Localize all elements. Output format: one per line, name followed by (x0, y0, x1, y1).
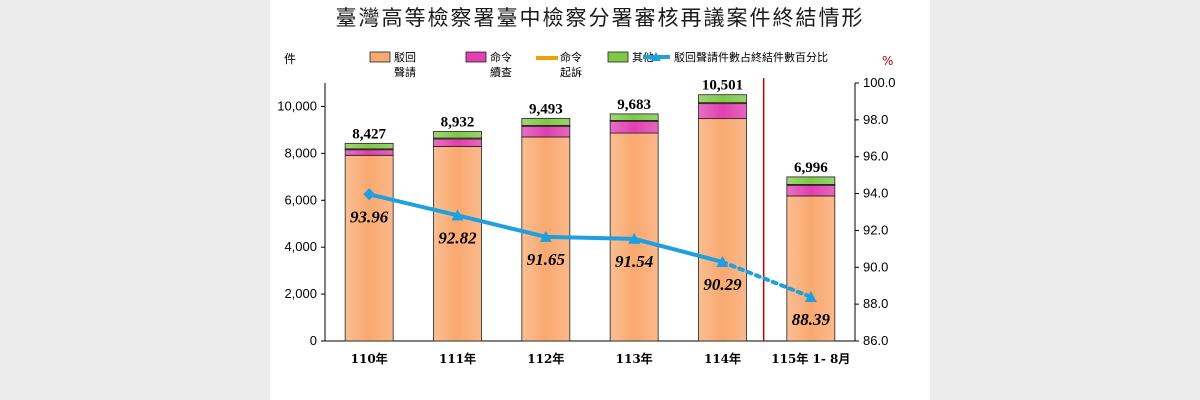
percent-point (804, 290, 817, 302)
bar-segment-1 (698, 118, 747, 342)
bar-total-label: 8,427 (352, 126, 386, 142)
right-tick-label: 100.0 (863, 75, 896, 90)
legend-line-marker (651, 52, 661, 61)
legend-label-line1: 命令 (490, 50, 512, 64)
bar-segment-4 (786, 176, 836, 185)
bar-total-label: 9,683 (617, 97, 651, 113)
chart-title: 臺灣高等檢察署臺中檢察分署審核再議案件終結情形 (335, 6, 865, 30)
bar-total-label: 10,501 (702, 78, 743, 94)
left-tick-label: 8,000 (284, 145, 317, 160)
legend-swatch-1 (369, 51, 391, 63)
bar-total-label: 9,493 (529, 101, 563, 117)
right-tick-label: 88.0 (863, 296, 888, 311)
percent-point (363, 188, 376, 201)
percent-label: 91.65 (527, 250, 566, 269)
left-tick-label: 2,000 (284, 286, 317, 301)
bar-segment-2 (521, 125, 571, 138)
percent-point (451, 209, 464, 221)
category-label: 112年 (527, 351, 564, 366)
bar-segment-4 (433, 131, 482, 139)
category-label: 111年 (439, 351, 476, 366)
percent-label: 88.39 (792, 310, 831, 329)
right-tick-label: 98.0 (863, 112, 888, 127)
right-tick-label: 92.0 (863, 222, 888, 237)
bar-segment-2 (786, 184, 836, 197)
percent-label: 92.82 (438, 228, 477, 247)
left-axis-unit: 件 (284, 52, 296, 66)
category-label: 113年 (616, 351, 653, 366)
bar-segment-2 (609, 120, 659, 134)
chart-panel: 臺灣高等檢察署臺中檢察分署審核再議案件終結情形 0 2,000 4,000 6,000… (270, 0, 930, 400)
chart-svg: 0 2,000 4,000 6,000 8,000 10,000 86.0 88.0 90.0 9… (277, 50, 896, 366)
category-label: 110年 (351, 351, 388, 366)
percent-point (628, 232, 641, 244)
left-tick-label: 6,000 (284, 192, 317, 207)
bar-segment-4 (344, 142, 394, 150)
right-tick-label: 86.0 (863, 333, 888, 348)
category-label: 115年 1- 8月 (771, 351, 850, 366)
bar-segment-4 (521, 117, 571, 126)
legend-label-line1: 駁回聲請件數占終結件數百分比 (674, 50, 828, 64)
right-tick-label: 90.0 (863, 259, 888, 274)
legend-swatch-3 (536, 56, 558, 60)
percent-label: 91.54 (615, 252, 653, 271)
bar-segment-2 (698, 102, 747, 120)
left-tick-label: 4,000 (284, 239, 317, 254)
legend-label-line2: 起訴 (560, 65, 582, 79)
percent-line-dotted (720, 259, 813, 299)
legend-label-line2: 續查 (490, 65, 512, 79)
right-axis-unit: % (882, 54, 893, 68)
legend-label-line2: 聲請 (394, 65, 416, 79)
bar-total-label: 8,932 (441, 115, 475, 131)
legend-label-line1: 駁回 (394, 51, 416, 64)
right-tick-label: 94.0 (863, 186, 888, 201)
bar-segment-1 (344, 154, 394, 342)
percent-point (716, 255, 729, 267)
category-label: 114年 (704, 351, 741, 366)
legend-swatch-2 (465, 51, 487, 63)
percent-label: 93.96 (350, 207, 389, 226)
percent-point (539, 230, 552, 242)
percent-label: 90.29 (703, 275, 742, 294)
bar-segment-4 (698, 94, 747, 104)
legend-swatch-4 (607, 51, 629, 63)
bar-segment-1 (433, 146, 482, 342)
left-tick-label: 0 (310, 333, 317, 348)
legend-label-line1: 命令 (560, 50, 582, 64)
bar-segment-4 (609, 113, 659, 121)
bar-segment-2 (433, 137, 482, 147)
bar-total-label: 6,996 (794, 160, 828, 176)
left-tick-label: 10,000 (277, 98, 317, 113)
right-tick-label: 96.0 (863, 149, 888, 164)
